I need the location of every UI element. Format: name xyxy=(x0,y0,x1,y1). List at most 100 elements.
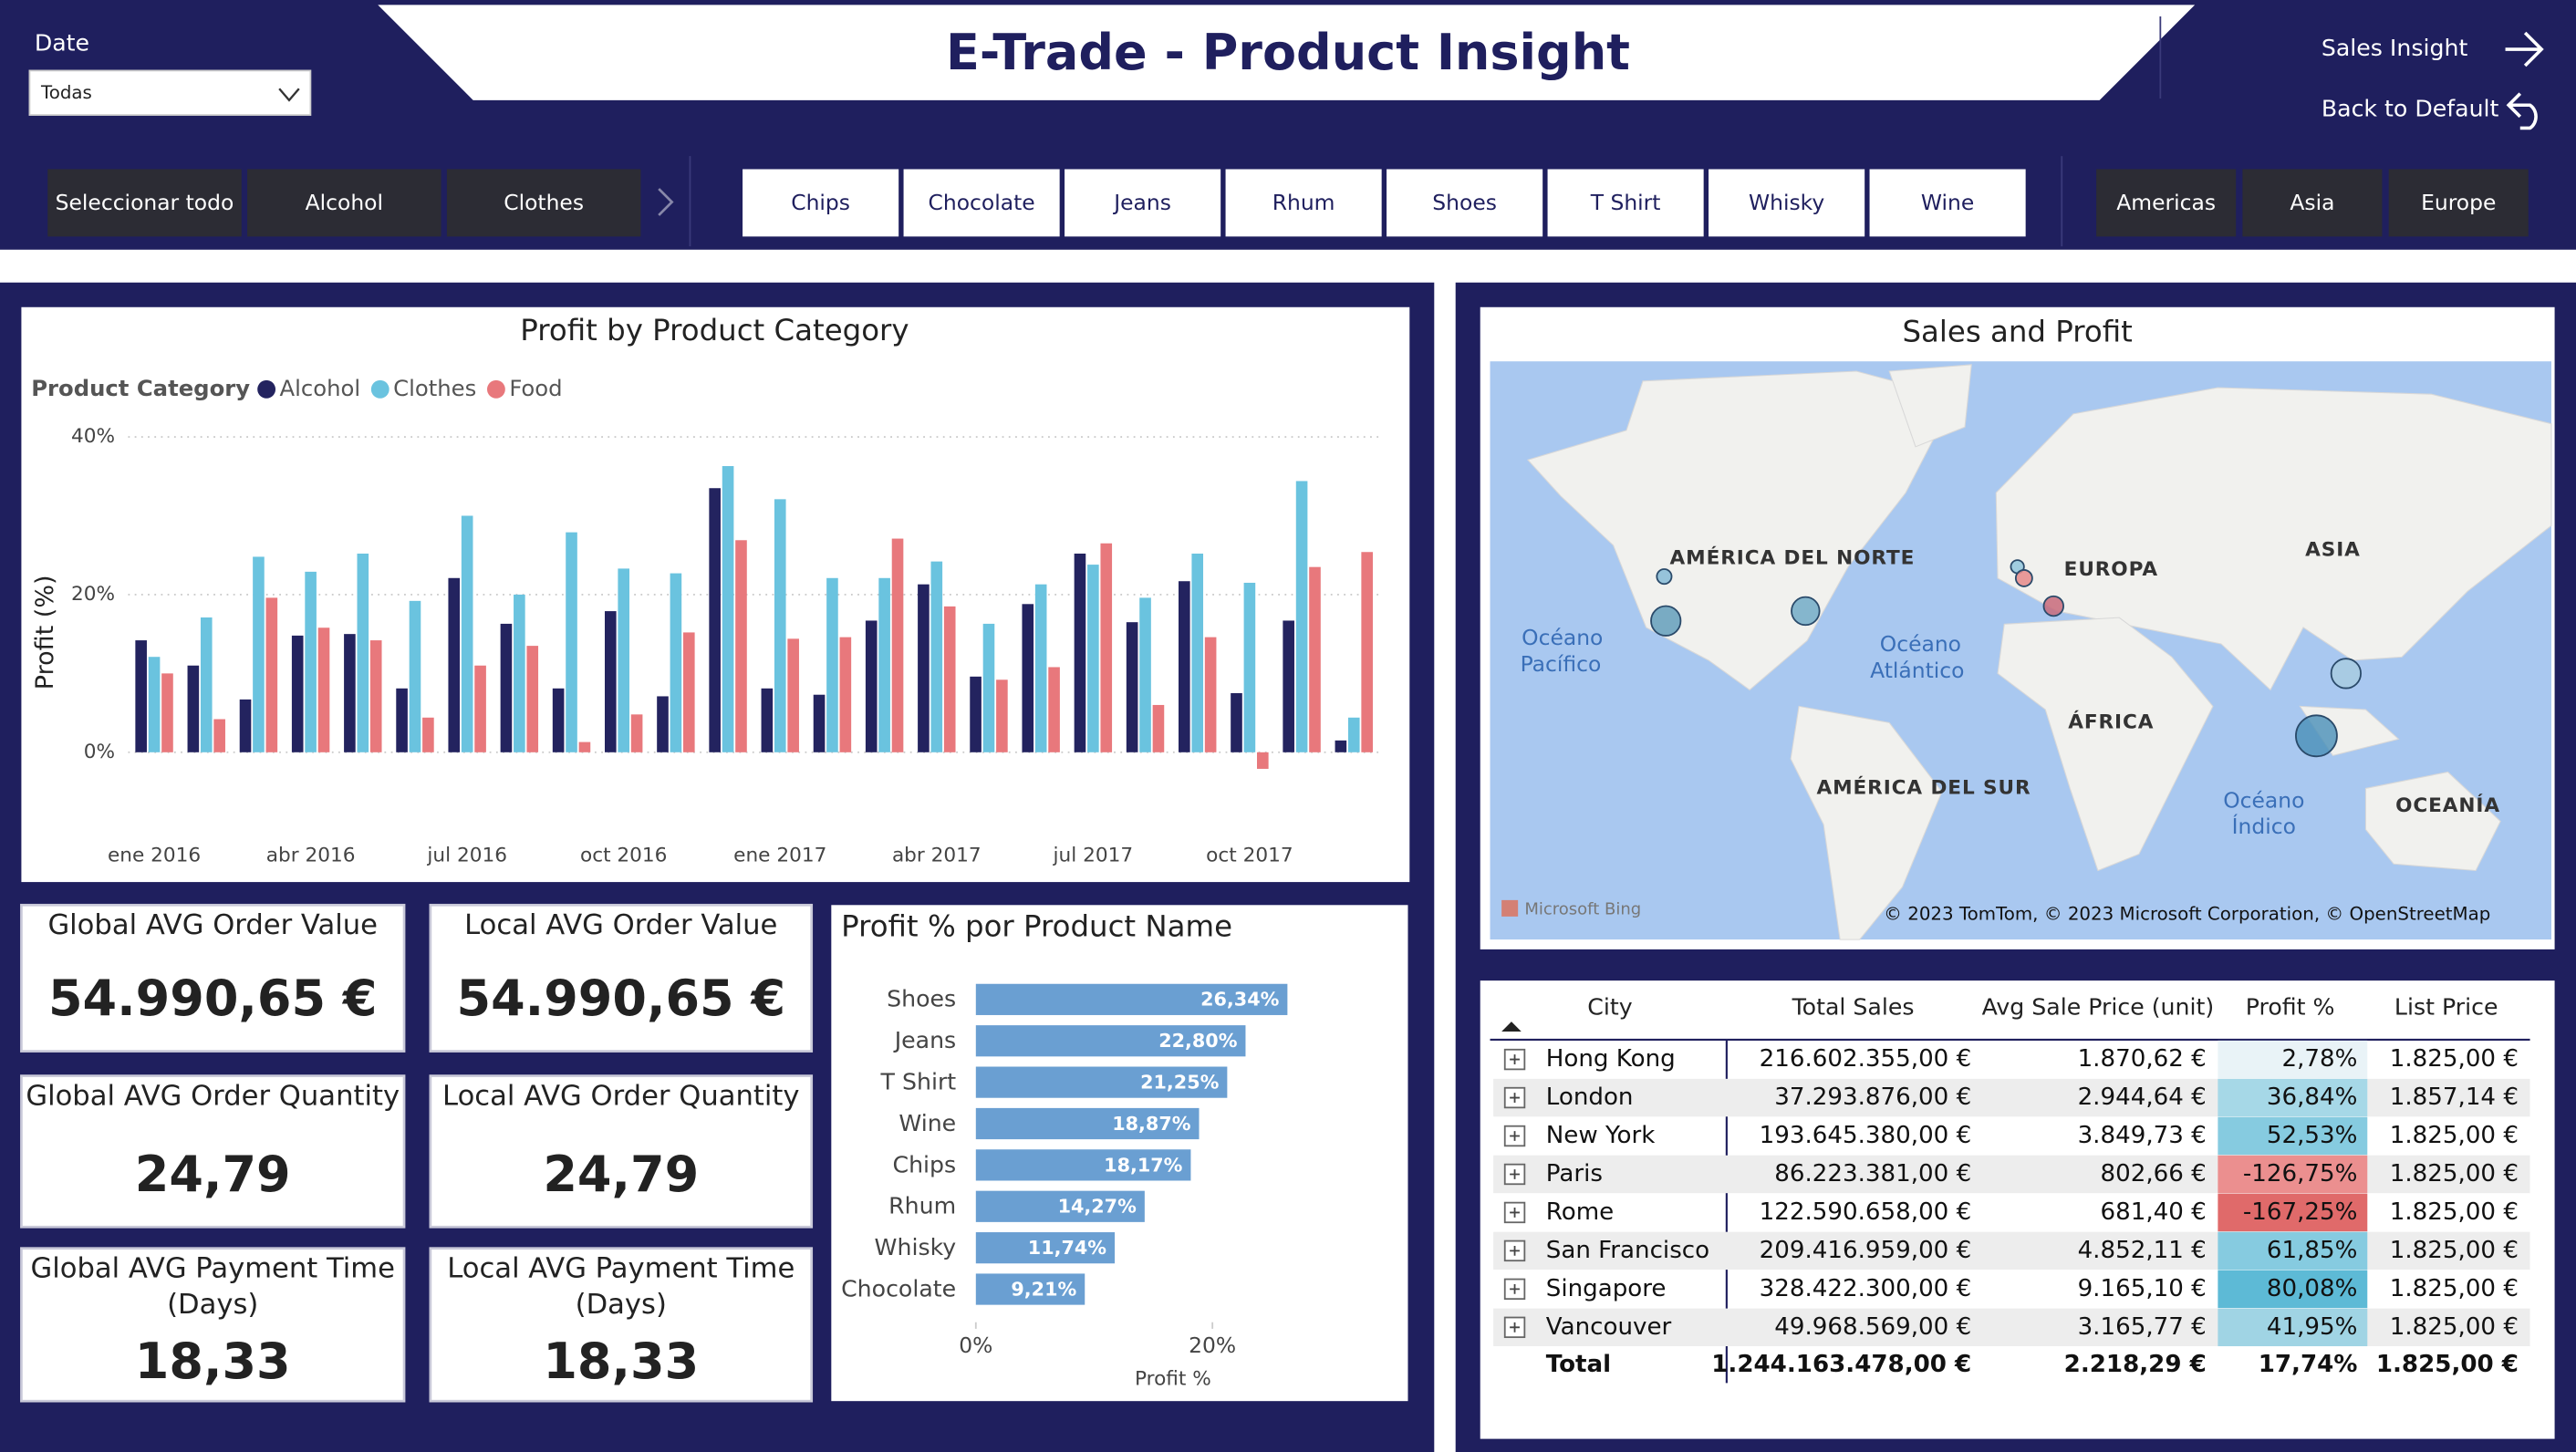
slicer-button[interactable] xyxy=(2388,169,2529,237)
bar[interactable] xyxy=(1100,543,1113,752)
bar[interactable] xyxy=(918,584,930,752)
bar[interactable] xyxy=(1231,692,1242,752)
bar[interactable] xyxy=(409,600,421,752)
bar[interactable] xyxy=(787,638,799,752)
bar[interactable] xyxy=(500,623,513,752)
bar[interactable] xyxy=(975,1066,1228,1098)
bar[interactable] xyxy=(474,665,486,752)
bar[interactable] xyxy=(975,983,1288,1015)
bar[interactable] xyxy=(461,515,473,752)
bar[interactable] xyxy=(369,640,382,752)
bar[interactable] xyxy=(1191,553,1204,752)
bar[interactable] xyxy=(865,620,878,752)
bar[interactable] xyxy=(1335,740,1347,752)
bar[interactable] xyxy=(1022,604,1034,752)
bar[interactable] xyxy=(396,688,408,752)
expand-icon[interactable] xyxy=(1510,1208,1520,1218)
bar[interactable] xyxy=(357,553,369,752)
slicer-button[interactable] xyxy=(1709,169,1865,237)
expand-icon[interactable] xyxy=(1510,1322,1520,1333)
bar[interactable] xyxy=(265,597,278,752)
bar[interactable] xyxy=(709,488,721,752)
bar[interactable] xyxy=(618,568,630,752)
bar[interactable] xyxy=(344,634,356,752)
bar[interactable] xyxy=(239,699,252,752)
bar[interactable] xyxy=(291,635,304,752)
bar[interactable] xyxy=(975,1190,1145,1222)
bar[interactable] xyxy=(982,623,995,752)
bar[interactable] xyxy=(566,532,577,752)
slicer-button[interactable] xyxy=(743,169,899,237)
slicer-button[interactable] xyxy=(1869,169,2026,237)
back-icon[interactable] xyxy=(2506,92,2538,130)
bar[interactable] xyxy=(975,1149,1191,1181)
bubble[interactable] xyxy=(1656,568,1673,586)
bar[interactable] xyxy=(317,627,330,752)
bar[interactable] xyxy=(578,742,591,752)
bar[interactable] xyxy=(422,717,434,752)
bar[interactable] xyxy=(1295,481,1308,752)
bar[interactable] xyxy=(826,577,838,752)
bar[interactable] xyxy=(1257,752,1269,769)
sort-arrow[interactable] xyxy=(1501,1022,1522,1032)
expand-icon[interactable] xyxy=(1510,1283,1520,1294)
slicer-button[interactable] xyxy=(47,169,242,237)
bar[interactable] xyxy=(722,466,734,752)
bar[interactable] xyxy=(975,1025,1246,1057)
bar[interactable] xyxy=(1087,565,1099,752)
slicer-button[interactable] xyxy=(903,169,1060,237)
bar[interactable] xyxy=(1347,717,1360,752)
bubble[interactable] xyxy=(2295,714,2338,758)
expand-icon[interactable] xyxy=(1510,1169,1520,1179)
bar[interactable] xyxy=(135,640,147,752)
bar[interactable] xyxy=(1034,584,1047,752)
nav-button[interactable]: Sales Insight xyxy=(2322,35,2468,61)
bar[interactable] xyxy=(1179,581,1190,752)
bar[interactable] xyxy=(1204,637,1217,752)
bar[interactable] xyxy=(891,538,904,752)
bar[interactable] xyxy=(761,688,774,752)
bar[interactable] xyxy=(605,611,617,752)
nav-button[interactable]: Back to Default xyxy=(2322,96,2499,122)
bar[interactable] xyxy=(213,719,225,752)
bar[interactable] xyxy=(1243,582,1256,752)
bar[interactable] xyxy=(1048,667,1060,752)
bar[interactable] xyxy=(930,561,943,752)
bubble[interactable] xyxy=(1650,605,1682,637)
bar[interactable] xyxy=(253,556,265,752)
date-dropdown[interactable] xyxy=(28,69,312,116)
slicer-button[interactable] xyxy=(2096,169,2237,237)
expand-icon[interactable] xyxy=(1510,1093,1520,1103)
bar[interactable] xyxy=(682,632,695,752)
bar[interactable] xyxy=(878,577,890,752)
bar[interactable] xyxy=(1152,704,1165,752)
bar[interactable] xyxy=(943,606,956,752)
slicer-button[interactable] xyxy=(1387,169,1543,237)
bar[interactable] xyxy=(970,676,982,752)
bubble[interactable] xyxy=(1791,596,1821,627)
bar[interactable] xyxy=(1126,622,1138,752)
bar[interactable] xyxy=(774,499,786,752)
bubble[interactable] xyxy=(2042,595,2064,617)
arrow-icon[interactable] xyxy=(2505,31,2544,67)
slicer-button[interactable] xyxy=(446,169,641,237)
bar[interactable] xyxy=(1139,597,1151,752)
scroll-chevron[interactable] xyxy=(658,188,674,216)
bar[interactable] xyxy=(839,637,852,752)
bubble[interactable] xyxy=(2014,569,2033,587)
bar[interactable] xyxy=(813,694,826,752)
bar[interactable] xyxy=(996,679,1008,752)
bar[interactable] xyxy=(187,665,200,752)
bar[interactable] xyxy=(975,1273,1085,1305)
slicer-button[interactable] xyxy=(247,169,441,237)
bubble[interactable] xyxy=(2330,658,2362,690)
bar[interactable] xyxy=(161,673,173,752)
bar[interactable] xyxy=(1361,552,1373,752)
bar[interactable] xyxy=(1074,553,1086,752)
slicer-button[interactable] xyxy=(1547,169,1704,237)
slicer-button[interactable] xyxy=(1065,169,1221,237)
bar[interactable] xyxy=(1309,566,1321,752)
bar[interactable] xyxy=(975,1232,1116,1264)
expand-icon[interactable] xyxy=(1510,1131,1520,1141)
bar[interactable] xyxy=(657,696,669,752)
